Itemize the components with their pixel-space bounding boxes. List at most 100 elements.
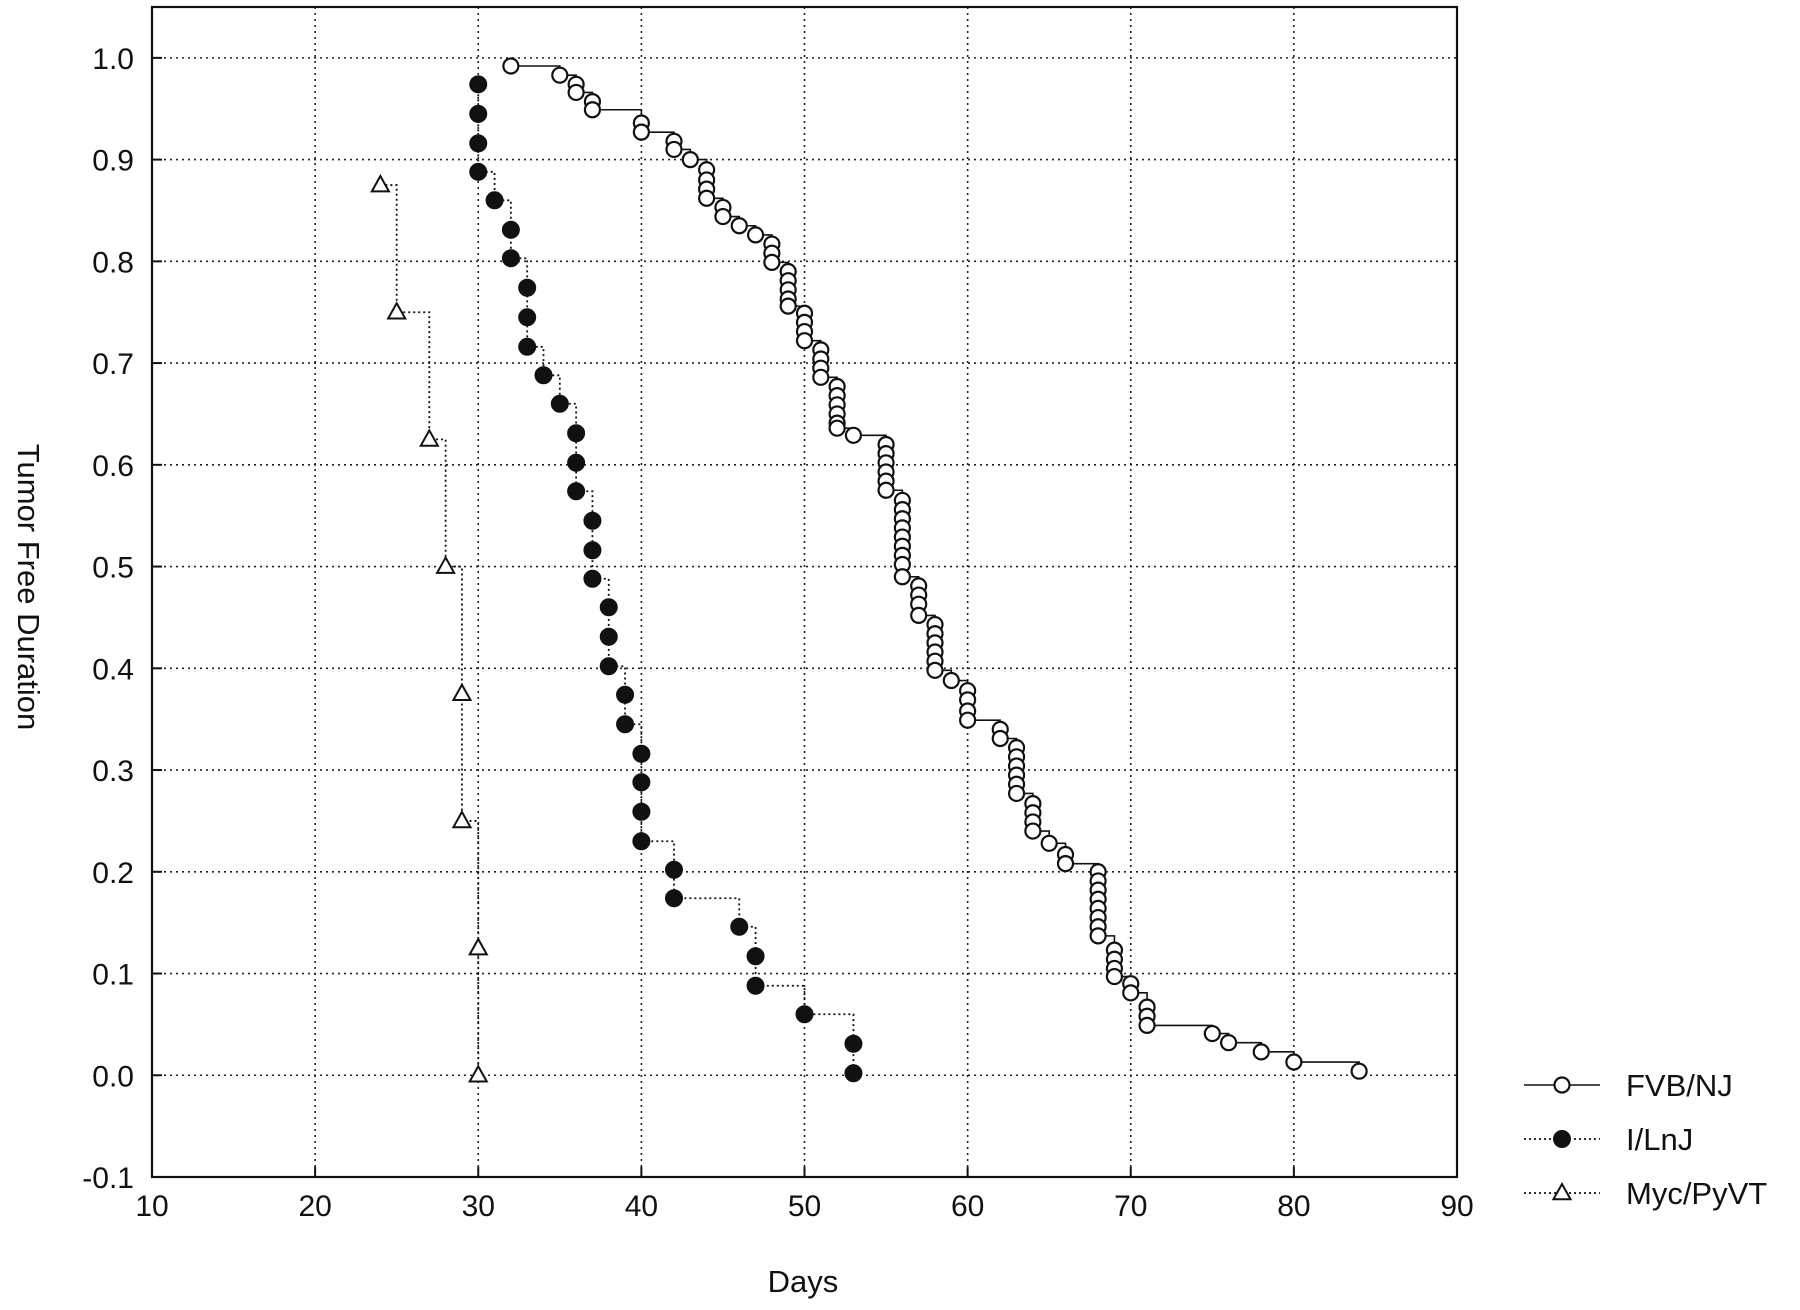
data-point (844, 1064, 863, 1083)
data-point (518, 337, 537, 356)
data-point (795, 1005, 814, 1024)
y-tick-label: 0.8 (92, 246, 134, 279)
data-point (567, 424, 586, 443)
data-point (599, 627, 618, 646)
data-point (583, 101, 602, 119)
data-point (469, 134, 488, 153)
data-point (959, 711, 977, 729)
data-point (632, 123, 650, 141)
data-point (844, 426, 863, 444)
data-point (616, 685, 635, 704)
legend-item-1: FVB/NJ (1524, 1068, 1733, 1103)
data-point (714, 207, 732, 226)
data-point (567, 482, 586, 501)
series-lines (380, 65, 1360, 1076)
y-tick-label: 0.6 (92, 450, 134, 483)
data-point (1040, 834, 1058, 852)
data-point (583, 569, 602, 588)
data-point (599, 598, 618, 617)
x-tick-label: 60 (951, 1190, 984, 1223)
data-point (1105, 967, 1124, 986)
data-point (501, 220, 520, 239)
legend-label: I/LnJ (1626, 1122, 1693, 1157)
data-point (844, 1034, 863, 1053)
y-tick-label: 0.2 (92, 857, 134, 890)
data-point (632, 773, 651, 792)
data-point (451, 682, 473, 702)
data-point (730, 217, 748, 235)
data-point (763, 253, 781, 271)
legend-label: FVB/NJ (1626, 1068, 1733, 1103)
data-point (567, 453, 586, 472)
data-point (518, 278, 537, 297)
data-point (469, 75, 488, 94)
x-tick-label: 50 (788, 1190, 821, 1223)
legend-marker (1553, 1130, 1571, 1148)
y-axis-ticks: -0.1 0.0 0.1 0.2 0.3 0.4 0.5 0.6 0.7 0.8 0.9 1.0 (82, 43, 162, 1195)
data-point (746, 976, 765, 995)
y-tick-label: 0.7 (92, 348, 134, 381)
data-point (665, 860, 683, 879)
x-tick-label: 80 (1277, 1190, 1310, 1223)
data-point (386, 301, 407, 320)
x-tick-label: 30 (462, 1190, 495, 1223)
legend-item-2: I/LnJ (1524, 1122, 1693, 1157)
data-point (632, 744, 651, 763)
y-tick-label: 0.9 (92, 145, 134, 178)
x-axis-ticks: 10 20 30 40 50 60 70 80 90 (135, 1167, 1474, 1223)
data-point (616, 715, 635, 734)
data-point (599, 657, 618, 676)
data-point (583, 541, 602, 560)
data-point (1138, 1016, 1156, 1035)
data-point (435, 555, 456, 574)
data-point (795, 332, 814, 350)
data-point (1220, 1034, 1238, 1052)
data-point (1056, 855, 1075, 873)
data-point (551, 66, 569, 84)
y-axis-title: Tumor Free Duration (11, 444, 46, 731)
y-tick-label: -0.1 (82, 1162, 134, 1195)
legend: FVB/NJ I/LnJ Myc/PyVT (1524, 1068, 1767, 1211)
legend-label: Myc/PyVT (1626, 1176, 1767, 1211)
data-point (991, 729, 1009, 748)
data-point (779, 297, 797, 315)
data-points (370, 57, 1368, 1083)
data-point (632, 802, 651, 821)
data-point (942, 671, 960, 690)
x-tick-label: 20 (298, 1190, 331, 1223)
data-point (1252, 1043, 1270, 1061)
data-point (1089, 927, 1107, 945)
data-point (698, 189, 716, 207)
data-point (1007, 784, 1026, 803)
data-point (583, 511, 602, 530)
data-point (1024, 822, 1042, 840)
data-point (632, 832, 651, 851)
legend-item-3: Myc/PyVT (1524, 1176, 1767, 1211)
y-tick-label: 0.3 (92, 755, 134, 788)
data-point (730, 917, 749, 936)
x-tick-label: 40 (625, 1190, 658, 1223)
data-point (746, 947, 765, 966)
data-point (485, 191, 504, 210)
y-tick-label: 0.4 (92, 653, 134, 686)
data-point (567, 83, 585, 102)
data-point (534, 366, 553, 385)
data-point (877, 481, 895, 499)
y-tick-label: 0.0 (92, 1060, 134, 1093)
data-point (926, 661, 944, 679)
data-point (469, 162, 488, 181)
data-point (665, 140, 683, 159)
series-line-1 (510, 65, 1360, 1072)
series-points-2 (469, 75, 863, 1083)
data-point (746, 226, 765, 244)
series-line-2 (477, 84, 855, 1074)
data-point (370, 173, 391, 193)
data-point (681, 151, 699, 169)
data-point (910, 606, 928, 625)
data-point (419, 428, 440, 447)
data-point (518, 308, 537, 327)
data-point (451, 809, 473, 829)
data-point (501, 249, 520, 268)
data-point (469, 104, 488, 123)
